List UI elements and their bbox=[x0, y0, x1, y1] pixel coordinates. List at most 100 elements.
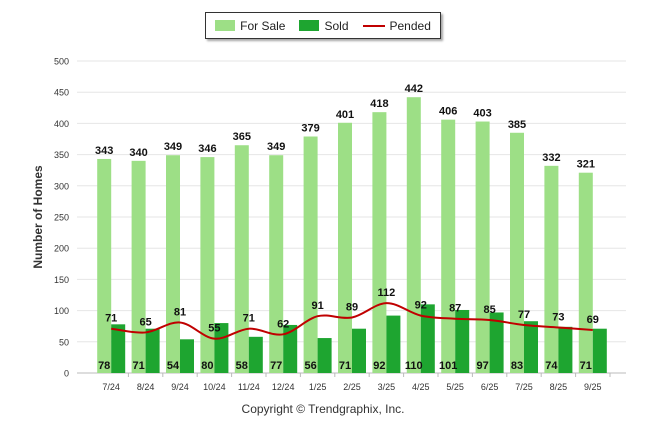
data-label-for-sale: 343 bbox=[95, 145, 113, 157]
data-label-pended: 69 bbox=[587, 314, 599, 326]
data-label-sold: 80 bbox=[201, 360, 213, 372]
data-label-pended: 65 bbox=[139, 316, 151, 328]
data-label-sold: 71 bbox=[132, 360, 144, 372]
bar-for-sale bbox=[578, 172, 593, 373]
bar-sold bbox=[455, 309, 470, 373]
data-label-pended: 87 bbox=[449, 303, 461, 315]
data-label-for-sale: 385 bbox=[508, 119, 526, 131]
data-label-pended: 77 bbox=[518, 309, 530, 321]
data-label-sold: 58 bbox=[236, 360, 248, 372]
x-tick-label: 7/24 bbox=[102, 382, 120, 392]
data-label-for-sale: 332 bbox=[542, 152, 560, 164]
x-tick-label: 4/25 bbox=[412, 382, 430, 392]
x-tick-label: 2/25 bbox=[343, 382, 361, 392]
y-tick-label: 400 bbox=[54, 119, 69, 129]
data-label-pended: 112 bbox=[378, 287, 396, 299]
bar-sold bbox=[180, 339, 194, 373]
bar-sold bbox=[420, 304, 435, 373]
y-axis-label: Number of Homes bbox=[31, 165, 45, 269]
x-tick-label: 11/24 bbox=[238, 382, 260, 392]
bar-sold bbox=[489, 312, 504, 373]
data-label-sold: 101 bbox=[439, 360, 457, 372]
bar-for-sale bbox=[510, 132, 524, 373]
data-label-for-sale: 379 bbox=[301, 123, 319, 135]
legend-item-sold[interactable]: Sold bbox=[299, 18, 349, 33]
data-label-for-sale: 401 bbox=[336, 109, 354, 121]
for-sale-swatch bbox=[215, 20, 236, 31]
y-tick-label: 350 bbox=[54, 150, 69, 160]
data-label-sold: 83 bbox=[511, 360, 523, 372]
pended-line bbox=[111, 302, 593, 340]
data-label-pended: 85 bbox=[483, 304, 495, 316]
x-tick-label: 8/25 bbox=[550, 382, 568, 392]
data-label-sold: 54 bbox=[167, 360, 180, 372]
x-tick-label: 10/24 bbox=[203, 382, 226, 392]
data-label-pended: 62 bbox=[277, 318, 289, 330]
legend-label-for-sale: For Sale bbox=[240, 18, 286, 33]
bar-sold bbox=[248, 336, 263, 373]
data-label-for-sale: 406 bbox=[439, 106, 457, 118]
data-label-for-sale: 403 bbox=[473, 108, 491, 120]
data-label-sold: 97 bbox=[476, 360, 488, 372]
y-tick-label: 150 bbox=[54, 275, 69, 285]
x-tick-label: 6/25 bbox=[481, 382, 499, 392]
bar-for-sale bbox=[269, 155, 284, 373]
x-tick-label: 3/25 bbox=[378, 382, 396, 392]
chart-legend: For Sale Sold Pended bbox=[205, 12, 441, 39]
bar-for-sale bbox=[406, 97, 421, 373]
legend-item-for-sale[interactable]: For Sale bbox=[215, 19, 285, 33]
y-tick-label: 250 bbox=[54, 213, 69, 223]
data-label-for-sale: 418 bbox=[370, 98, 388, 110]
legend-label-pended: Pended bbox=[389, 18, 431, 33]
bar-for-sale bbox=[303, 136, 318, 373]
pended-swatch bbox=[362, 24, 385, 27]
data-label-pended: 81 bbox=[174, 306, 186, 318]
bar-sold bbox=[558, 326, 573, 373]
bar-for-sale bbox=[441, 119, 456, 373]
bar-sold bbox=[214, 323, 229, 373]
bar-for-sale bbox=[372, 112, 387, 373]
x-tick-label: 5/25 bbox=[446, 382, 464, 392]
data-label-for-sale: 321 bbox=[577, 159, 595, 171]
legend-item-pended[interactable]: Pended bbox=[362, 18, 431, 33]
bar-for-sale bbox=[234, 145, 249, 373]
legend-label-sold: Sold bbox=[324, 18, 349, 33]
bar-sold bbox=[283, 324, 298, 373]
x-tick-label: 8/24 bbox=[137, 382, 155, 392]
y-tick-label: 0 bbox=[64, 369, 69, 379]
x-tick-label: 7/25 bbox=[515, 382, 533, 392]
data-label-for-sale: 349 bbox=[267, 141, 285, 153]
data-label-for-sale: 365 bbox=[233, 131, 251, 143]
bar-sold bbox=[592, 328, 607, 373]
y-tick-label: 300 bbox=[54, 181, 69, 191]
data-label-sold: 74 bbox=[545, 360, 558, 372]
data-label-sold: 78 bbox=[98, 360, 110, 372]
data-label-for-sale: 346 bbox=[198, 143, 216, 155]
data-label-sold: 71 bbox=[339, 360, 351, 372]
sold-swatch bbox=[299, 20, 320, 31]
y-tick-label: 500 bbox=[54, 57, 69, 67]
bar-sold bbox=[524, 321, 538, 373]
data-label-pended: 91 bbox=[311, 300, 323, 312]
data-label-sold: 56 bbox=[304, 360, 316, 372]
y-tick-label: 100 bbox=[54, 306, 69, 316]
data-label-pended: 73 bbox=[552, 311, 564, 323]
y-tick-label: 200 bbox=[54, 244, 69, 254]
bar-sold bbox=[145, 328, 160, 373]
bar-sold bbox=[317, 338, 332, 373]
data-label-pended: 55 bbox=[208, 323, 220, 335]
data-label-for-sale: 340 bbox=[129, 147, 147, 159]
bar-for-sale bbox=[475, 121, 490, 373]
bar-for-sale bbox=[200, 157, 215, 373]
copyright-text: Copyright © Trendgraphix, Inc. bbox=[241, 402, 405, 416]
bar-sold bbox=[352, 328, 366, 373]
bar-sold bbox=[386, 315, 401, 373]
data-label-pended: 71 bbox=[105, 313, 117, 325]
data-label-pended: 92 bbox=[415, 300, 427, 312]
bar-sold bbox=[111, 324, 126, 373]
bar-for-sale bbox=[166, 155, 180, 373]
x-tick-label: 9/25 bbox=[584, 382, 602, 392]
data-label-sold: 77 bbox=[270, 360, 282, 372]
